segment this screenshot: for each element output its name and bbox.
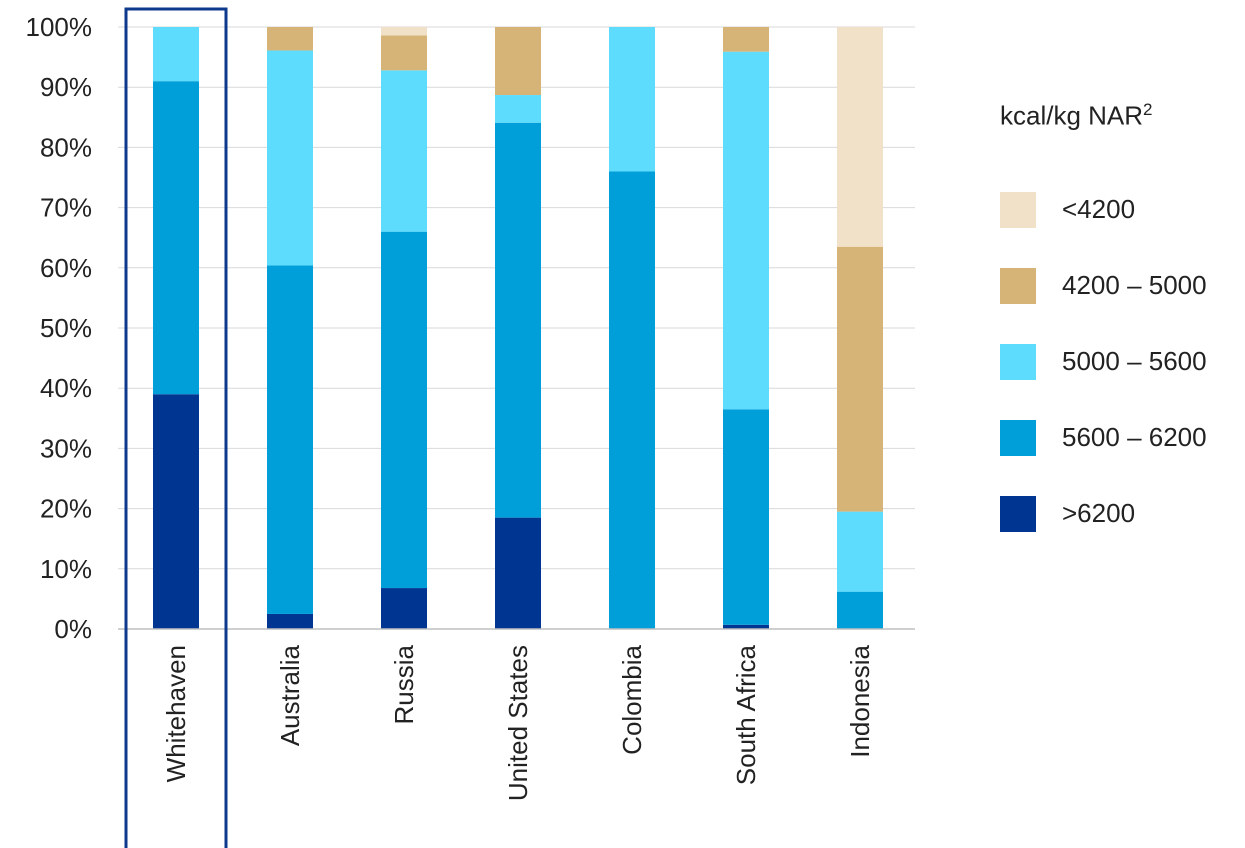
legend-label: <4200 [1062,194,1136,224]
bar-segment [495,27,541,96]
bar-segment [153,81,199,395]
x-tick-label: Colombia [617,644,647,754]
bar-segment [609,27,655,172]
legend-swatch [1000,268,1036,304]
legend-label: >6200 [1062,498,1136,528]
x-tick-label: Australia [275,644,305,746]
bar-segment [381,27,427,36]
legend-swatch [1000,192,1036,228]
bar-segment [267,50,313,266]
bar-segment [723,409,769,625]
legend-swatch [1000,420,1036,456]
bar-segment [381,231,427,589]
bar-segment [495,122,541,518]
bar-segment [153,27,199,82]
legend-item-4200-5000: 4200 – 5000 [1000,268,1245,308]
x-axis-labels: Whitehaven Australia Russia United States Co… [161,644,875,801]
bar-segment [381,588,427,629]
legend-item-gt6200: >6200 [1000,496,1245,536]
x-tick-label: Indonesia [845,644,875,757]
y-tick-label: 60% [40,253,92,283]
legend-swatch [1000,496,1036,532]
bar-segment [381,35,427,71]
legend-item-5000-5600: 5000 – 5600 [1000,344,1245,384]
legend-title: kcal/kg NAR2 [1000,100,1153,131]
bar-segment [153,394,199,629]
bar-segment [837,511,883,592]
y-tick-label: 100% [26,12,93,42]
y-tick-label: 40% [40,373,92,403]
y-tick-label: 70% [40,193,92,223]
legend-label: 4200 – 5000 [1062,270,1207,300]
x-tick-label: Russia [389,644,419,724]
y-tick-label: 80% [40,132,92,162]
y-axis-ticks: 0% 10% 20% 30% 40% 50% 60% 70% 80% 90% 100% [26,12,93,644]
y-tick-label: 10% [40,554,92,584]
bar-segment [267,613,313,629]
bar-segment [381,70,427,232]
bar-segment [723,624,769,629]
legend-label: 5600 – 6200 [1062,422,1207,452]
legend-item-5600-6200: 5600 – 6200 [1000,420,1245,460]
bar-segment [495,517,541,629]
bar-segment [837,591,883,629]
x-tick-label: Whitehaven [161,645,191,782]
y-tick-label: 30% [40,433,92,463]
x-tick-label: United States [503,645,533,801]
legend-swatch [1000,344,1036,380]
bar-segment [267,27,313,51]
y-tick-label: 50% [40,313,92,343]
y-tick-label: 0% [54,614,92,644]
bars [153,27,883,630]
bar-segment [837,27,883,247]
bar-segment [837,246,883,512]
legend-item-lt4200: <4200 [1000,192,1245,232]
bar-segment [723,27,769,52]
bar-segment [495,95,541,123]
legend-label: 5000 – 5600 [1062,346,1207,376]
y-tick-label: 20% [40,494,92,524]
bar-segment [267,265,313,614]
bar-segment [723,51,769,410]
highlight-box [124,7,228,848]
y-tick-label: 90% [40,72,92,102]
bar-segment [609,171,655,630]
x-tick-label: South Africa [731,644,761,785]
